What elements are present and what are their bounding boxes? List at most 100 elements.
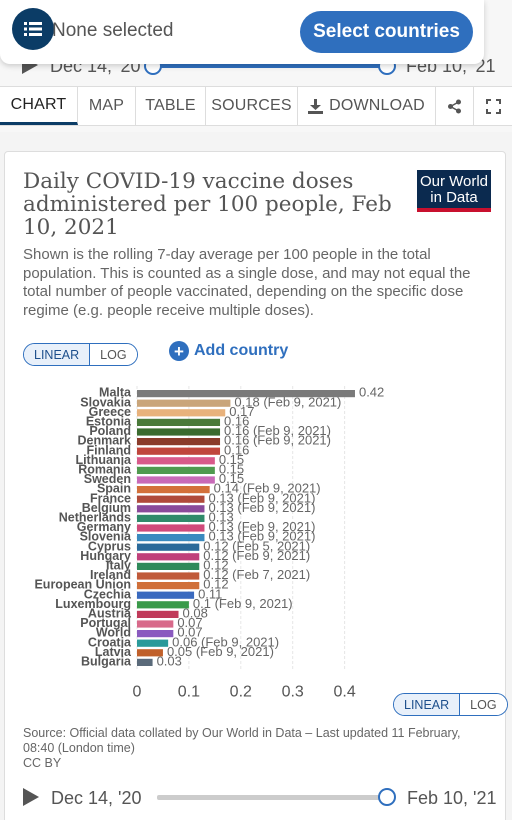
- bar: [137, 390, 355, 398]
- value-label: 0.14 (Feb 9, 2021): [214, 481, 321, 496]
- value-label: 0.16 (Feb 9, 2021): [224, 433, 331, 448]
- value-label: 0.12 (Feb 7, 2021): [203, 567, 310, 582]
- country-label: European Union: [34, 578, 131, 592]
- value-label: 0.15: [219, 471, 244, 486]
- bar: [137, 610, 179, 618]
- bar: [137, 591, 195, 599]
- value-label: 0.15: [219, 452, 244, 467]
- country-label: Latvia: [95, 645, 132, 659]
- tab-map-label: MAP: [88, 97, 125, 114]
- bar: [137, 553, 200, 561]
- country-picker[interactable]: None selected Select countries: [0, 0, 484, 64]
- value-label: 0.13 (Feb 9, 2021): [208, 529, 315, 544]
- x-tick-label: 0.1: [178, 683, 200, 698]
- tab-chart-label: CHART: [10, 95, 67, 113]
- tab-table-label: TABLE: [145, 97, 196, 114]
- bar: [137, 639, 169, 647]
- share-button[interactable]: [436, 87, 474, 125]
- bar: [137, 486, 210, 494]
- value-label: 0.12: [203, 577, 228, 592]
- chart-tabs: CHART MAP TABLE SOURCES DOWNLOAD: [0, 86, 512, 126]
- country-label: Sweden: [84, 472, 131, 486]
- bar: [137, 409, 226, 417]
- plus-icon: +: [169, 341, 189, 361]
- country-label: France: [90, 491, 131, 505]
- add-country-label: Add country: [194, 342, 289, 359]
- bar: [137, 572, 200, 580]
- country-label: Luxembourg: [55, 597, 131, 611]
- scale-log-option[interactable]: LOG: [90, 344, 137, 365]
- value-label: 0.12 (Feb 5, 2021): [203, 538, 310, 553]
- scale-log-option-bottom[interactable]: LOG: [460, 694, 507, 715]
- value-label: 0.08: [183, 606, 208, 621]
- value-label: 0.18 (Feb 9, 2021): [234, 394, 341, 409]
- bar: [137, 630, 174, 638]
- play-icon-bottom[interactable]: [23, 788, 39, 806]
- add-country-button[interactable]: + Add country: [169, 341, 288, 361]
- tab-table[interactable]: TABLE: [136, 87, 206, 125]
- logo-line-1: Our World: [419, 173, 489, 190]
- license-text: CC BY: [23, 756, 62, 770]
- bar: [137, 620, 174, 628]
- bar: [137, 438, 221, 446]
- tab-download-label: DOWNLOAD: [329, 97, 425, 114]
- chart-title: Daily COVID-19 vaccine doses administere…: [23, 169, 392, 240]
- tab-map[interactable]: MAP: [78, 87, 136, 125]
- bar: [137, 457, 215, 465]
- timeline-track-bottom[interactable]: [157, 795, 387, 800]
- timeline-end-label-bottom: Feb 10, '21: [407, 788, 497, 808]
- timeline-end-handle-bottom[interactable]: [378, 788, 396, 806]
- bar: [137, 601, 189, 609]
- country-label: Czechia: [84, 587, 132, 601]
- country-label: Estonia: [86, 415, 132, 429]
- timeline-start-label-bottom: Dec 14, '20: [51, 788, 142, 808]
- country-label: Portugal: [80, 616, 131, 630]
- x-tick-label: 0.3: [282, 683, 304, 698]
- value-label: 0.13 (Feb 9, 2021): [208, 490, 315, 505]
- x-tick-label: 0: [133, 683, 142, 698]
- value-label: 0.13 (Feb 9, 2021): [208, 500, 315, 515]
- bar: [137, 514, 205, 522]
- bar: [137, 534, 205, 542]
- value-label: 0.13 (Feb 9, 2021): [208, 519, 315, 534]
- value-label: 0.13: [208, 510, 233, 525]
- share-icon: [448, 99, 461, 113]
- scale-linear-option-bottom[interactable]: LINEAR: [394, 694, 461, 715]
- top-controls: Dec 14, '20 Feb 10, '21 None selected Se…: [0, 0, 512, 132]
- value-label: 0.06 (Feb 9, 2021): [172, 634, 279, 649]
- scale-linear-option[interactable]: LINEAR: [24, 344, 91, 365]
- country-label: Lithuania: [75, 453, 132, 467]
- bar: [137, 505, 205, 513]
- country-label: Italy: [106, 559, 131, 573]
- bottom-timeline[interactable]: Dec 14, '20 Feb 10, '21: [5, 782, 507, 812]
- owid-logo[interactable]: Our World in Data: [417, 170, 491, 212]
- country-label: Germany: [77, 520, 131, 534]
- bar: [137, 562, 200, 570]
- fullscreen-button[interactable]: [474, 87, 512, 125]
- source-text: Source: Official data collated by Our Wo…: [23, 726, 461, 755]
- value-label: 0.16: [224, 442, 249, 457]
- bar-chart: 0 0.1 0.2 0.3 0.4 Malta 0.42 Slovakia 0.18 (Feb …: [34, 385, 384, 698]
- tab-download[interactable]: DOWNLOAD: [298, 87, 436, 125]
- tab-chart[interactable]: CHART: [0, 87, 78, 125]
- country-label: Hungary: [80, 549, 131, 563]
- scale-toggle-bottom[interactable]: LINEAR LOG: [393, 693, 508, 716]
- country-label: Belgium: [82, 501, 131, 515]
- country-label: Ireland: [90, 568, 131, 582]
- select-countries-button[interactable]: Select countries: [300, 11, 473, 53]
- bar: [137, 428, 221, 436]
- bar: [137, 543, 200, 551]
- tab-sources[interactable]: SOURCES: [206, 87, 298, 125]
- value-label: 0.11: [198, 586, 222, 601]
- bar: [137, 399, 231, 407]
- bar: [137, 466, 215, 474]
- country-label: Slovenia: [80, 530, 132, 544]
- country-label: Poland: [89, 424, 131, 438]
- scale-toggle-top[interactable]: LINEAR LOG: [23, 343, 138, 366]
- value-label: 0.15: [219, 462, 244, 477]
- country-label: Romania: [78, 463, 132, 477]
- fullscreen-icon: [485, 98, 501, 114]
- list-icon[interactable]: [12, 8, 54, 50]
- bar: [137, 658, 153, 666]
- timeline-track[interactable]: [152, 63, 388, 68]
